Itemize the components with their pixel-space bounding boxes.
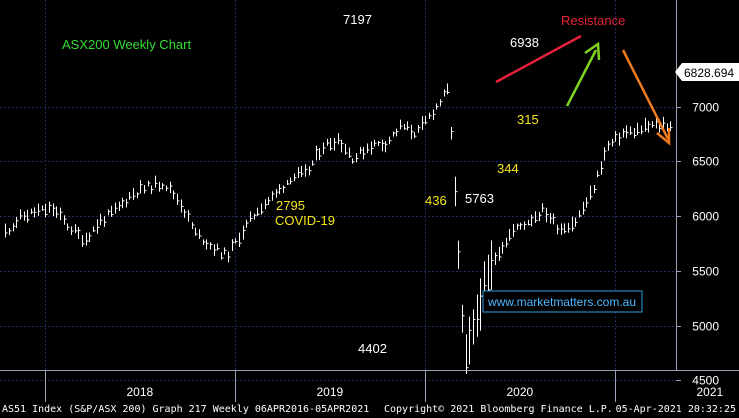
footer-copyright: Copyright© 2021 Bloomberg Finance L.P. [384,404,613,415]
annotation-315: 315 [517,112,539,127]
x-tick-label: 2018 [126,385,153,399]
last-price-label: 6828.694 [675,63,739,81]
annotation-6938: 6938 [510,35,539,50]
annotation-7197: 7197 [343,12,372,27]
annotation-covid: COVID-19 [275,213,335,228]
x-axis: 2018 2019 2020 2021 [0,370,739,402]
arrow-up-icon [565,41,601,107]
annotation-5763: 5763 [465,191,494,206]
chart-title: ASX200 Weekly Chart [62,37,191,52]
resistance-label: Resistance [561,13,625,28]
watermark-box: www.marketmatters.com.au [482,290,643,313]
y-tick-label: 7000 [692,101,719,115]
y-tick-label: 5000 [692,320,719,334]
x-tick-label: 2021 [696,385,723,399]
grid-lines [0,0,676,381]
footer-bar: AS51 Index (S&P/ASX 200) Graph 217 Weekl… [0,402,739,418]
y-tick-label: 6500 [692,155,719,169]
watermark-text: www.marketmatters.com.au [487,295,636,309]
y-tick-label: 4500 [692,374,719,388]
annotation-4402: 4402 [358,341,387,356]
annotation-2795: 2795 [276,198,305,213]
price-chart: 4500 5000 5500 6000 6500 7000 2018 2019 2020 202… [0,0,739,402]
y-tick-label: 6000 [692,210,719,224]
resistance-line [495,34,582,84]
x-tick-label: 2019 [316,385,343,399]
annotation-436: 436 [425,193,447,208]
footer-ticker-info: AS51 Index (S&P/ASX 200) Graph 217 Weekl… [2,404,370,415]
y-axis: 4500 5000 5500 6000 6500 7000 [676,0,719,388]
y-tick-label: 5500 [692,265,719,279]
price-bars [5,83,673,375]
last-price-value: 6828.694 [684,66,734,80]
footer-timestamp: 05-Apr-2021 20:32:25 [615,404,736,415]
annotation-344: 344 [497,161,519,176]
arrow-down-icon [621,49,671,146]
x-tick-label: 2020 [506,385,533,399]
